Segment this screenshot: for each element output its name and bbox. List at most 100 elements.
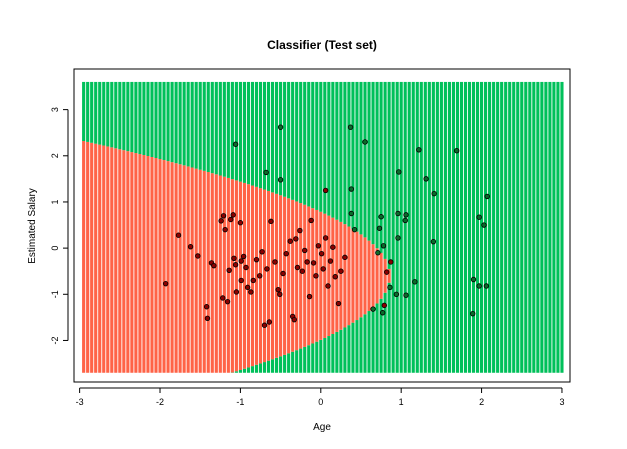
region-strip-class1 [307, 345, 311, 373]
data-point-class1 [263, 169, 269, 176]
data-point-class0 [187, 244, 194, 250]
region-strip-class1 [206, 81, 210, 172]
region-strip-class1 [291, 81, 295, 200]
region-strip-class0 [134, 153, 138, 373]
data-point-class0 [226, 267, 232, 273]
region-strip-class1 [391, 81, 395, 373]
region-strip-class1 [387, 282, 391, 373]
region-strip-class1 [379, 81, 383, 253]
region-strip-class0 [359, 234, 363, 318]
data-point-class0 [162, 280, 169, 287]
region-strip-class1 [375, 303, 379, 373]
region-strip-class1 [536, 81, 540, 373]
region-strip-class1 [275, 81, 279, 194]
region-strip-class1 [403, 81, 407, 373]
decision-region-grid [82, 81, 564, 373]
region-strip-class0 [375, 248, 379, 304]
region-strip-class0 [307, 206, 311, 346]
data-point-class1 [395, 235, 401, 241]
region-strip-class0 [238, 181, 242, 370]
data-point-class1 [348, 186, 355, 192]
data-point-class1 [483, 283, 490, 289]
region-strip-class1 [238, 370, 242, 373]
data-point-class0 [222, 226, 228, 233]
region-strip-class1 [439, 81, 443, 373]
data-point-class1 [362, 139, 368, 145]
data-point-class0 [332, 274, 338, 280]
data-point-class0 [253, 256, 260, 263]
region-strip-class0 [250, 185, 255, 367]
data-point-class0 [308, 217, 314, 224]
region-strip-class1 [335, 81, 339, 220]
region-strip-class0 [383, 258, 387, 293]
region-strip-class1 [411, 81, 415, 373]
region-strip-class0 [327, 215, 331, 337]
region-strip-class0 [110, 147, 114, 373]
data-point-class0 [243, 264, 249, 271]
region-strip-class0 [102, 145, 106, 373]
region-strip-class1 [548, 81, 552, 373]
y-tick-label: -1 [50, 290, 60, 298]
data-point-class0 [248, 289, 254, 295]
region-strip-class1 [556, 81, 560, 373]
data-point-class1 [412, 279, 418, 285]
region-strip-class1 [331, 81, 335, 218]
region-strip-class1 [532, 81, 536, 373]
region-strip-class1 [254, 81, 259, 187]
region-strip-class1 [166, 81, 170, 162]
data-point-class0 [313, 273, 319, 279]
region-strip-class1 [303, 81, 307, 205]
region-strip-class1 [303, 346, 307, 373]
region-strip-class1 [467, 81, 472, 373]
region-strip-class1 [447, 81, 451, 373]
region-strip-class0 [206, 172, 210, 373]
data-point-class0 [232, 262, 239, 268]
data-point-class1 [476, 283, 482, 289]
region-strip-class1 [114, 81, 118, 149]
data-point-class0 [384, 269, 390, 275]
region-strip-class0 [186, 166, 190, 373]
region-strip-class1 [375, 81, 379, 249]
data-point-class0 [310, 260, 317, 266]
region-strip-class0 [138, 154, 142, 373]
region-strip-class1 [198, 81, 202, 170]
region-strip-class0 [126, 151, 130, 373]
region-strip-class1 [471, 81, 476, 373]
region-strip-class1 [194, 81, 198, 169]
region-strip-class1 [190, 81, 194, 168]
data-point-class1 [431, 190, 437, 197]
region-strip-class1 [455, 81, 460, 373]
region-strip-class1 [162, 81, 166, 161]
region-strip-class1 [250, 366, 255, 373]
region-strip-class1 [319, 81, 323, 212]
region-strip-class0 [218, 175, 222, 373]
region-strip-class1 [363, 81, 367, 238]
data-point-class0 [335, 300, 342, 307]
region-strip-class1 [222, 81, 226, 177]
region-strip-class1 [82, 81, 86, 142]
x-tick-label: 2 [479, 397, 484, 407]
data-point-class1 [378, 214, 384, 220]
data-point-class1 [347, 124, 354, 130]
data-point-class1 [423, 176, 429, 182]
region-strip-class0 [214, 174, 218, 373]
region-strip-class1 [484, 81, 488, 373]
region-strip-class1 [512, 81, 516, 373]
region-strip-class1 [150, 81, 154, 158]
region-strip-class1 [142, 81, 146, 156]
region-strip-class1 [246, 81, 251, 185]
region-strip-class1 [94, 81, 98, 144]
data-point-class0 [195, 253, 201, 259]
region-strip-class0 [254, 186, 259, 365]
data-point-class1 [453, 148, 460, 154]
region-strip-class1 [283, 354, 287, 373]
region-strip-class1 [307, 81, 311, 207]
region-strip-class0 [98, 144, 102, 373]
region-strip-class1 [492, 81, 496, 373]
data-point-class0 [277, 291, 283, 297]
region-strip-class1 [295, 81, 299, 202]
region-strip-class1 [399, 81, 403, 373]
region-strip-class1 [331, 334, 335, 373]
region-strip-class1 [311, 343, 315, 373]
